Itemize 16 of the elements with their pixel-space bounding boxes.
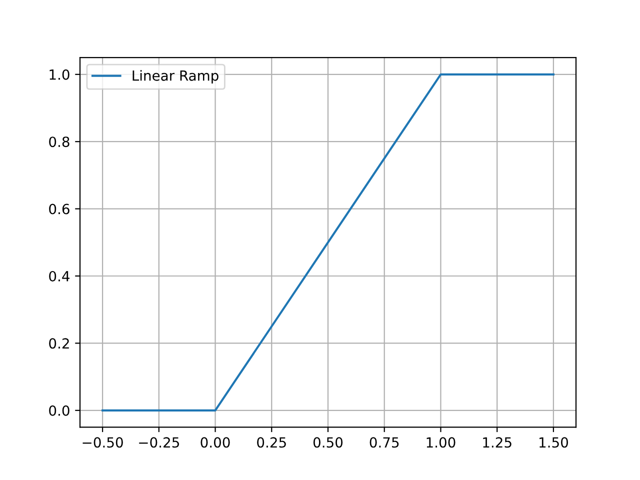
y-tick-label: 0.2 bbox=[49, 338, 69, 349]
x-tick-label: 0.00 bbox=[200, 437, 230, 448]
y-tick-label: 0.0 bbox=[49, 405, 70, 416]
x-tick-label: 0.25 bbox=[257, 437, 286, 448]
y-tick-label: 0.8 bbox=[49, 136, 70, 148]
x-tick-label: 0.75 bbox=[370, 437, 399, 448]
x-tick-label: −0.50 bbox=[82, 437, 123, 448]
y-tick-label: 1.0 bbox=[50, 69, 70, 80]
x-tick-label: 0.50 bbox=[313, 437, 343, 448]
y-tick-label: 0.6 bbox=[49, 204, 70, 214]
legend-label: Linear Ramp bbox=[132, 70, 218, 84]
x-tick-label: −0.25 bbox=[139, 437, 179, 448]
x-tick-label: 1.50 bbox=[540, 437, 568, 448]
x-tick-label: 1.00 bbox=[426, 437, 456, 448]
y-tick-label: 0.4 bbox=[49, 270, 70, 282]
x-tick-label: 1.25 bbox=[483, 437, 512, 448]
